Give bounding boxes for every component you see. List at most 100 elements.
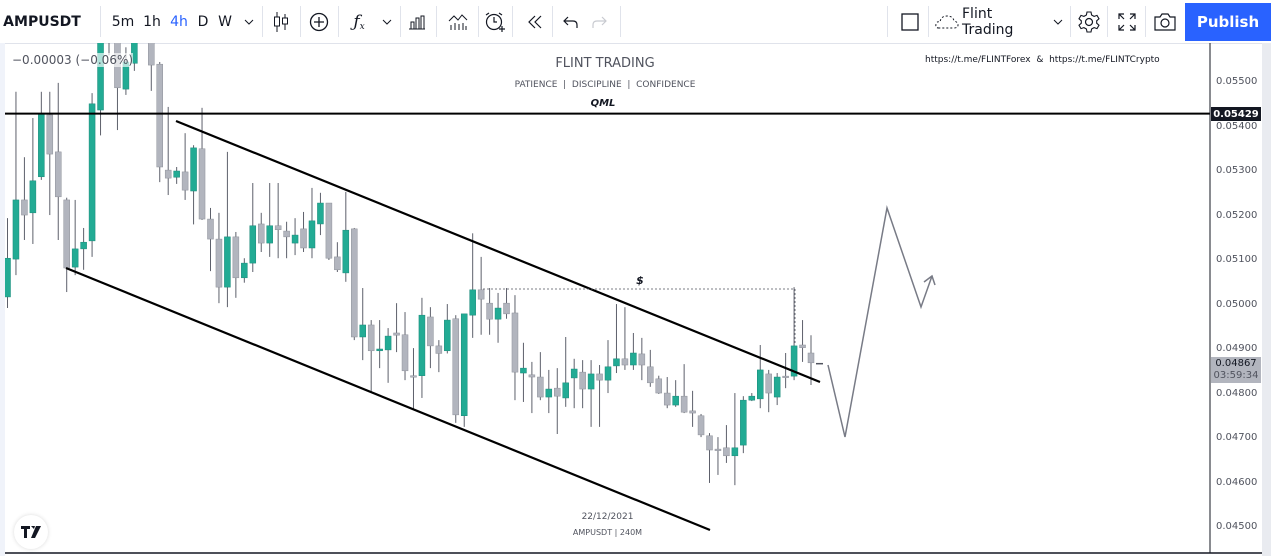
liquidity-dotted-line[interactable] <box>483 288 796 345</box>
candle[interactable] <box>148 11 155 91</box>
chevron-down-icon[interactable] <box>1050 0 1066 43</box>
candle[interactable] <box>190 145 197 225</box>
interval-1h[interactable]: 1h <box>143 13 161 30</box>
candle[interactable] <box>173 166 180 184</box>
undo-icon[interactable] <box>558 0 584 43</box>
candle[interactable] <box>215 212 223 304</box>
candle[interactable] <box>680 364 688 414</box>
candle[interactable] <box>587 360 595 427</box>
candle[interactable] <box>21 157 28 240</box>
candle[interactable] <box>554 368 561 434</box>
candle[interactable] <box>528 361 536 414</box>
candle[interactable] <box>88 93 96 257</box>
candle[interactable] <box>46 91 54 216</box>
gear-icon[interactable] <box>1075 0 1103 43</box>
candle[interactable] <box>706 433 713 483</box>
alarm-add-icon[interactable] <box>482 0 508 43</box>
candle[interactable] <box>647 349 654 387</box>
candle[interactable] <box>300 211 307 252</box>
candle[interactable] <box>317 192 324 236</box>
candle[interactable] <box>579 360 586 409</box>
candle[interactable] <box>613 304 620 374</box>
interval-4h[interactable]: 4h <box>170 13 188 30</box>
replay-icon[interactable] <box>522 0 548 43</box>
candle[interactable] <box>54 82 62 240</box>
camera-icon[interactable] <box>1151 0 1179 43</box>
projection-path[interactable] <box>827 205 933 438</box>
candle[interactable] <box>249 183 257 273</box>
interval-5m[interactable]: 5m <box>111 13 135 30</box>
candle[interactable] <box>376 320 383 369</box>
candle[interactable] <box>621 307 629 370</box>
candle[interactable] <box>435 340 443 373</box>
candle[interactable] <box>714 437 722 475</box>
channel-upper-trendline[interactable] <box>175 119 821 384</box>
candle[interactable] <box>5 218 11 309</box>
candle[interactable] <box>537 352 544 401</box>
candle[interactable] <box>757 344 764 409</box>
candle[interactable] <box>689 390 696 427</box>
candle[interactable] <box>731 393 739 486</box>
candle[interactable] <box>452 315 460 423</box>
candle[interactable] <box>520 342 527 402</box>
candle[interactable] <box>351 227 358 341</box>
candle[interactable] <box>790 287 798 381</box>
candle[interactable] <box>131 15 138 71</box>
candles-icon[interactable] <box>268 0 294 43</box>
candle[interactable] <box>782 353 789 389</box>
candle[interactable] <box>663 377 671 409</box>
candle[interactable] <box>799 320 806 362</box>
candle[interactable] <box>156 61 163 183</box>
candle[interactable] <box>740 396 747 454</box>
candle[interactable] <box>477 256 485 335</box>
candle[interactable] <box>80 227 87 270</box>
candle[interactable] <box>334 242 341 273</box>
candle[interactable] <box>181 133 189 200</box>
candle[interactable] <box>545 369 553 414</box>
candle[interactable] <box>114 11 121 131</box>
symbol-search-button[interactable]: AMPUSDT <box>3 13 81 30</box>
candle[interactable] <box>384 328 392 383</box>
candle[interactable] <box>401 312 409 381</box>
candle[interactable] <box>359 288 366 361</box>
candle[interactable] <box>427 307 434 369</box>
candle[interactable] <box>12 91 20 276</box>
square-icon[interactable] <box>896 0 924 43</box>
candle[interactable] <box>494 292 502 343</box>
candle[interactable] <box>106 0 112 56</box>
candle[interactable] <box>224 151 231 308</box>
chevron-down-icon[interactable] <box>378 0 396 43</box>
candle[interactable] <box>596 365 603 427</box>
layout-name-button[interactable]: Flint Trading <box>962 5 1014 38</box>
candle[interactable] <box>257 212 265 252</box>
candle[interactable] <box>198 107 206 220</box>
candle[interactable] <box>274 183 282 259</box>
candle[interactable] <box>469 233 476 338</box>
candle[interactable] <box>807 335 815 386</box>
candle[interactable] <box>38 91 45 180</box>
candle[interactable] <box>308 187 316 259</box>
candle[interactable] <box>29 118 37 244</box>
candle[interactable] <box>325 202 333 260</box>
candle[interactable] <box>503 288 510 319</box>
chevron-down-icon[interactable] <box>240 0 258 43</box>
indicator-templates-icon[interactable] <box>444 0 472 43</box>
price-axis-scrollbar[interactable] <box>1262 43 1271 556</box>
candle[interactable] <box>283 221 290 259</box>
candle[interactable] <box>71 199 79 276</box>
candle[interactable] <box>241 258 248 283</box>
candle[interactable] <box>604 340 612 394</box>
candle[interactable] <box>63 197 70 293</box>
candle[interactable] <box>232 231 240 298</box>
candle[interactable] <box>511 295 519 401</box>
candle[interactable] <box>748 393 756 402</box>
candle[interactable] <box>562 336 569 407</box>
redo-icon[interactable] <box>586 0 612 43</box>
candle[interactable] <box>418 297 426 398</box>
candle[interactable] <box>672 380 679 407</box>
candle[interactable] <box>765 369 772 413</box>
candle[interactable] <box>773 373 781 406</box>
candle[interactable] <box>367 320 375 393</box>
